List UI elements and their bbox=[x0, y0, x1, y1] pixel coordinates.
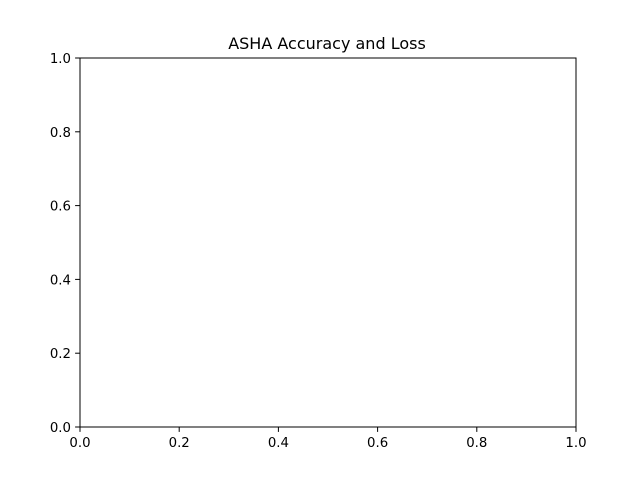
y-tick-label: 0.6 bbox=[50, 200, 71, 215]
y-tick-label: 0.8 bbox=[50, 126, 71, 141]
x-tick-label: 0.6 bbox=[367, 436, 388, 451]
x-tick-label: 0.8 bbox=[466, 436, 487, 451]
x-axis-ticks: 0.0 0.2 0.4 0.6 0.8 1.0 bbox=[69, 427, 587, 451]
chart-title: ASHA Accuracy and Loss bbox=[228, 34, 426, 53]
axes-frame bbox=[79, 57, 577, 428]
y-tick-label: 0.4 bbox=[50, 273, 71, 288]
y-tick-label: 0.2 bbox=[50, 347, 71, 362]
y-axis-ticks: 0.0 0.2 0.4 0.6 0.8 1.0 bbox=[50, 52, 80, 436]
plot-area bbox=[80, 58, 576, 427]
y-tick-label: 1.0 bbox=[50, 52, 71, 67]
y-tick-label: 0.0 bbox=[50, 421, 71, 436]
x-tick-label: 1.0 bbox=[565, 436, 586, 451]
x-tick-label: 0.2 bbox=[169, 436, 190, 451]
x-tick-label: 0.0 bbox=[69, 436, 90, 451]
x-tick-label: 0.4 bbox=[268, 436, 289, 451]
